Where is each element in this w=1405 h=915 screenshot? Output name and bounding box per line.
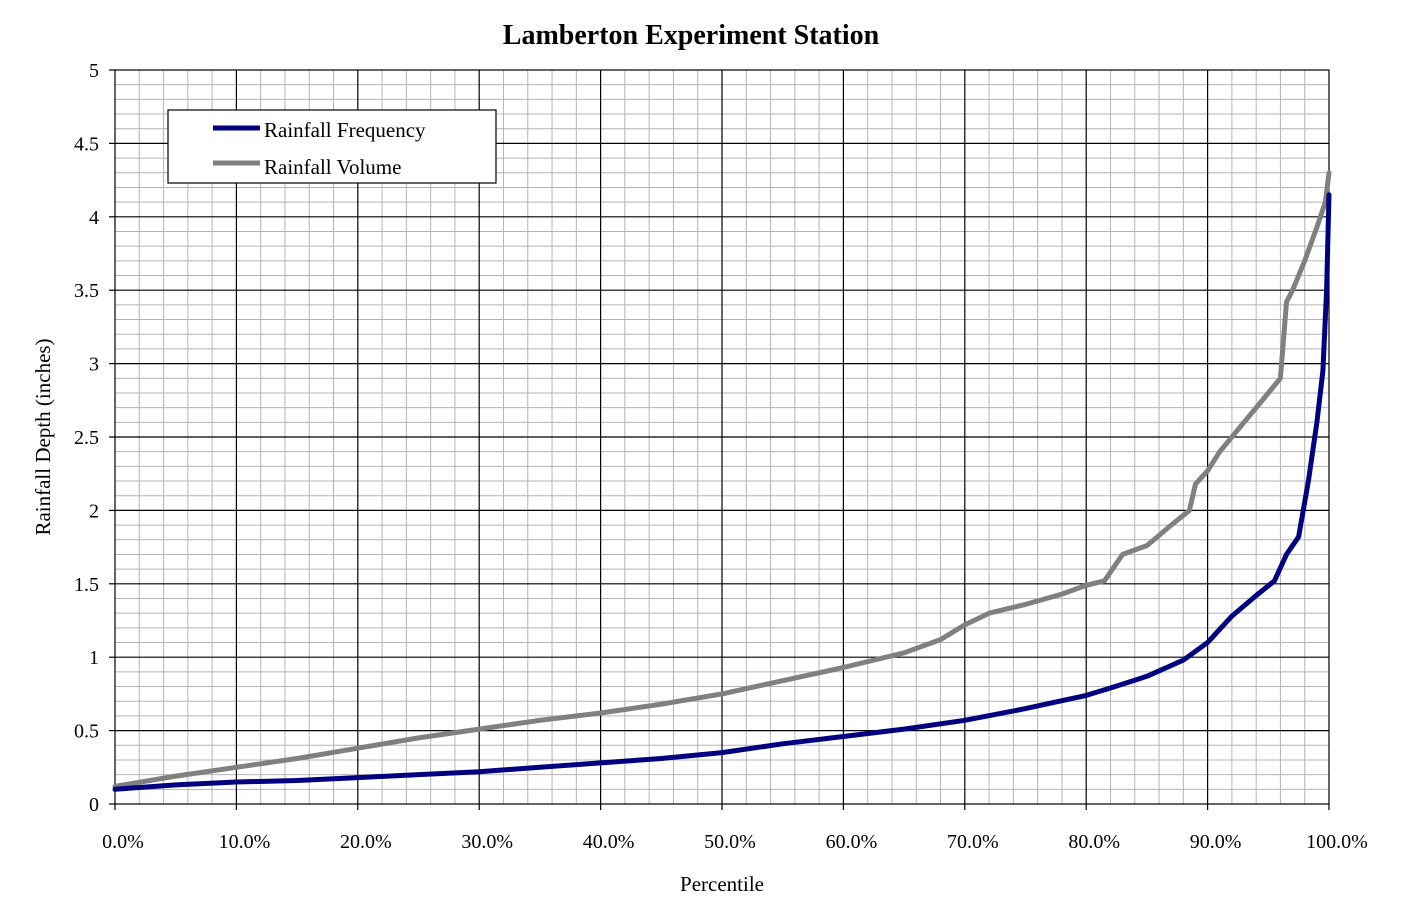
- y-tick-label: 1.5: [74, 574, 99, 596]
- series-lines: [112, 170, 1332, 792]
- x-tick-label: 50.0%: [704, 831, 756, 853]
- y-axis-label: Rainfall Depth (inches): [31, 338, 55, 535]
- series-line-rainfall-frequency: [112, 192, 1332, 792]
- x-axis-ticks: 0.0% 10.0% 20.0% 30.0% 40.0% 50.0% 60.0% 70.0% 8…: [102, 804, 1368, 853]
- x-tick-label: 40.0%: [583, 831, 635, 853]
- x-tick-label: 100.0%: [1306, 831, 1368, 853]
- y-tick-label: 0: [89, 794, 99, 816]
- x-tick-label: 0.0%: [102, 831, 144, 853]
- x-tick-label: 60.0%: [826, 831, 878, 853]
- x-tick-label: 90.0%: [1190, 831, 1242, 853]
- x-tick-label: 20.0%: [340, 831, 392, 853]
- x-axis-label: Percentile: [680, 872, 764, 896]
- major-gridlines: [115, 70, 1329, 804]
- y-tick-label: 2.5: [74, 427, 99, 449]
- legend-label-rainfall-frequency: Rainfall Frequency: [264, 118, 426, 142]
- y-tick-label: 4.5: [74, 133, 99, 155]
- y-tick-label: 2: [89, 500, 99, 522]
- y-tick-label: 5: [89, 60, 99, 82]
- y-axis-ticks: 0 0.5 1 1.5 2 2.5 3 3.5 4 4.5 5: [74, 60, 115, 816]
- chart-title: Lamberton Experiment Station: [503, 20, 880, 51]
- y-tick-label: 3.5: [74, 280, 99, 302]
- y-tick-label: 3: [89, 354, 99, 376]
- y-tick-label: 4: [89, 207, 99, 229]
- y-tick-label: 1: [89, 647, 99, 669]
- series-line-rainfall-volume: [112, 170, 1332, 789]
- legend-box: [167, 109, 497, 184]
- x-tick-label: 80.0%: [1068, 831, 1120, 853]
- x-tick-label: 30.0%: [461, 831, 513, 853]
- legend-label-rainfall-volume: Rainfall Volume: [264, 155, 401, 179]
- x-tick-label: 10.0%: [219, 831, 271, 853]
- legend: Rainfall Frequency Rainfall Volume: [167, 109, 497, 184]
- y-tick-label: 0.5: [74, 721, 99, 743]
- x-tick-label: 70.0%: [947, 831, 999, 853]
